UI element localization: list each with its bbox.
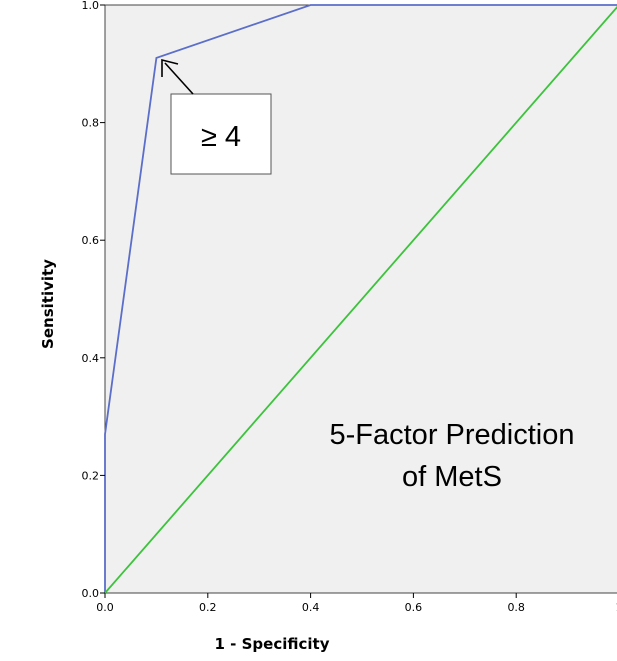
y-axis-title: Sensitivity: [39, 259, 57, 349]
x-tick-label: 0.6: [405, 601, 423, 614]
roc-curve-line: [104, 4, 617, 593]
x-axis-title: 1 - Specificity: [215, 635, 330, 653]
prediction-annotation-line1: 5-Factor Prediction: [330, 419, 575, 451]
threshold-arrow-head: [161, 58, 179, 77]
y-tick-label: 0.8: [82, 117, 100, 130]
threshold-annotation-label: ≥ 4: [201, 121, 241, 153]
y-tick-label: 1.0: [82, 0, 100, 12]
y-tick-label: 0.2: [82, 469, 100, 482]
threshold-annotation-box: [170, 93, 272, 175]
reference-diagonal-line: [104, 5, 617, 594]
threshold-arrow-line: [164, 62, 194, 95]
x-tick-label: 0.2: [199, 601, 217, 614]
prediction-annotation-line2: of MetS: [402, 461, 502, 493]
y-tick-label: 0.6: [82, 234, 100, 247]
y-tick-label: 0.0: [82, 587, 100, 600]
y-tick-label: 0.4: [82, 352, 100, 365]
x-tick-label: 0.8: [507, 601, 525, 614]
x-tick-label: 0.0: [96, 601, 114, 614]
x-tick-label: 1: [616, 601, 617, 614]
x-tick-label: 0.4: [302, 601, 320, 614]
